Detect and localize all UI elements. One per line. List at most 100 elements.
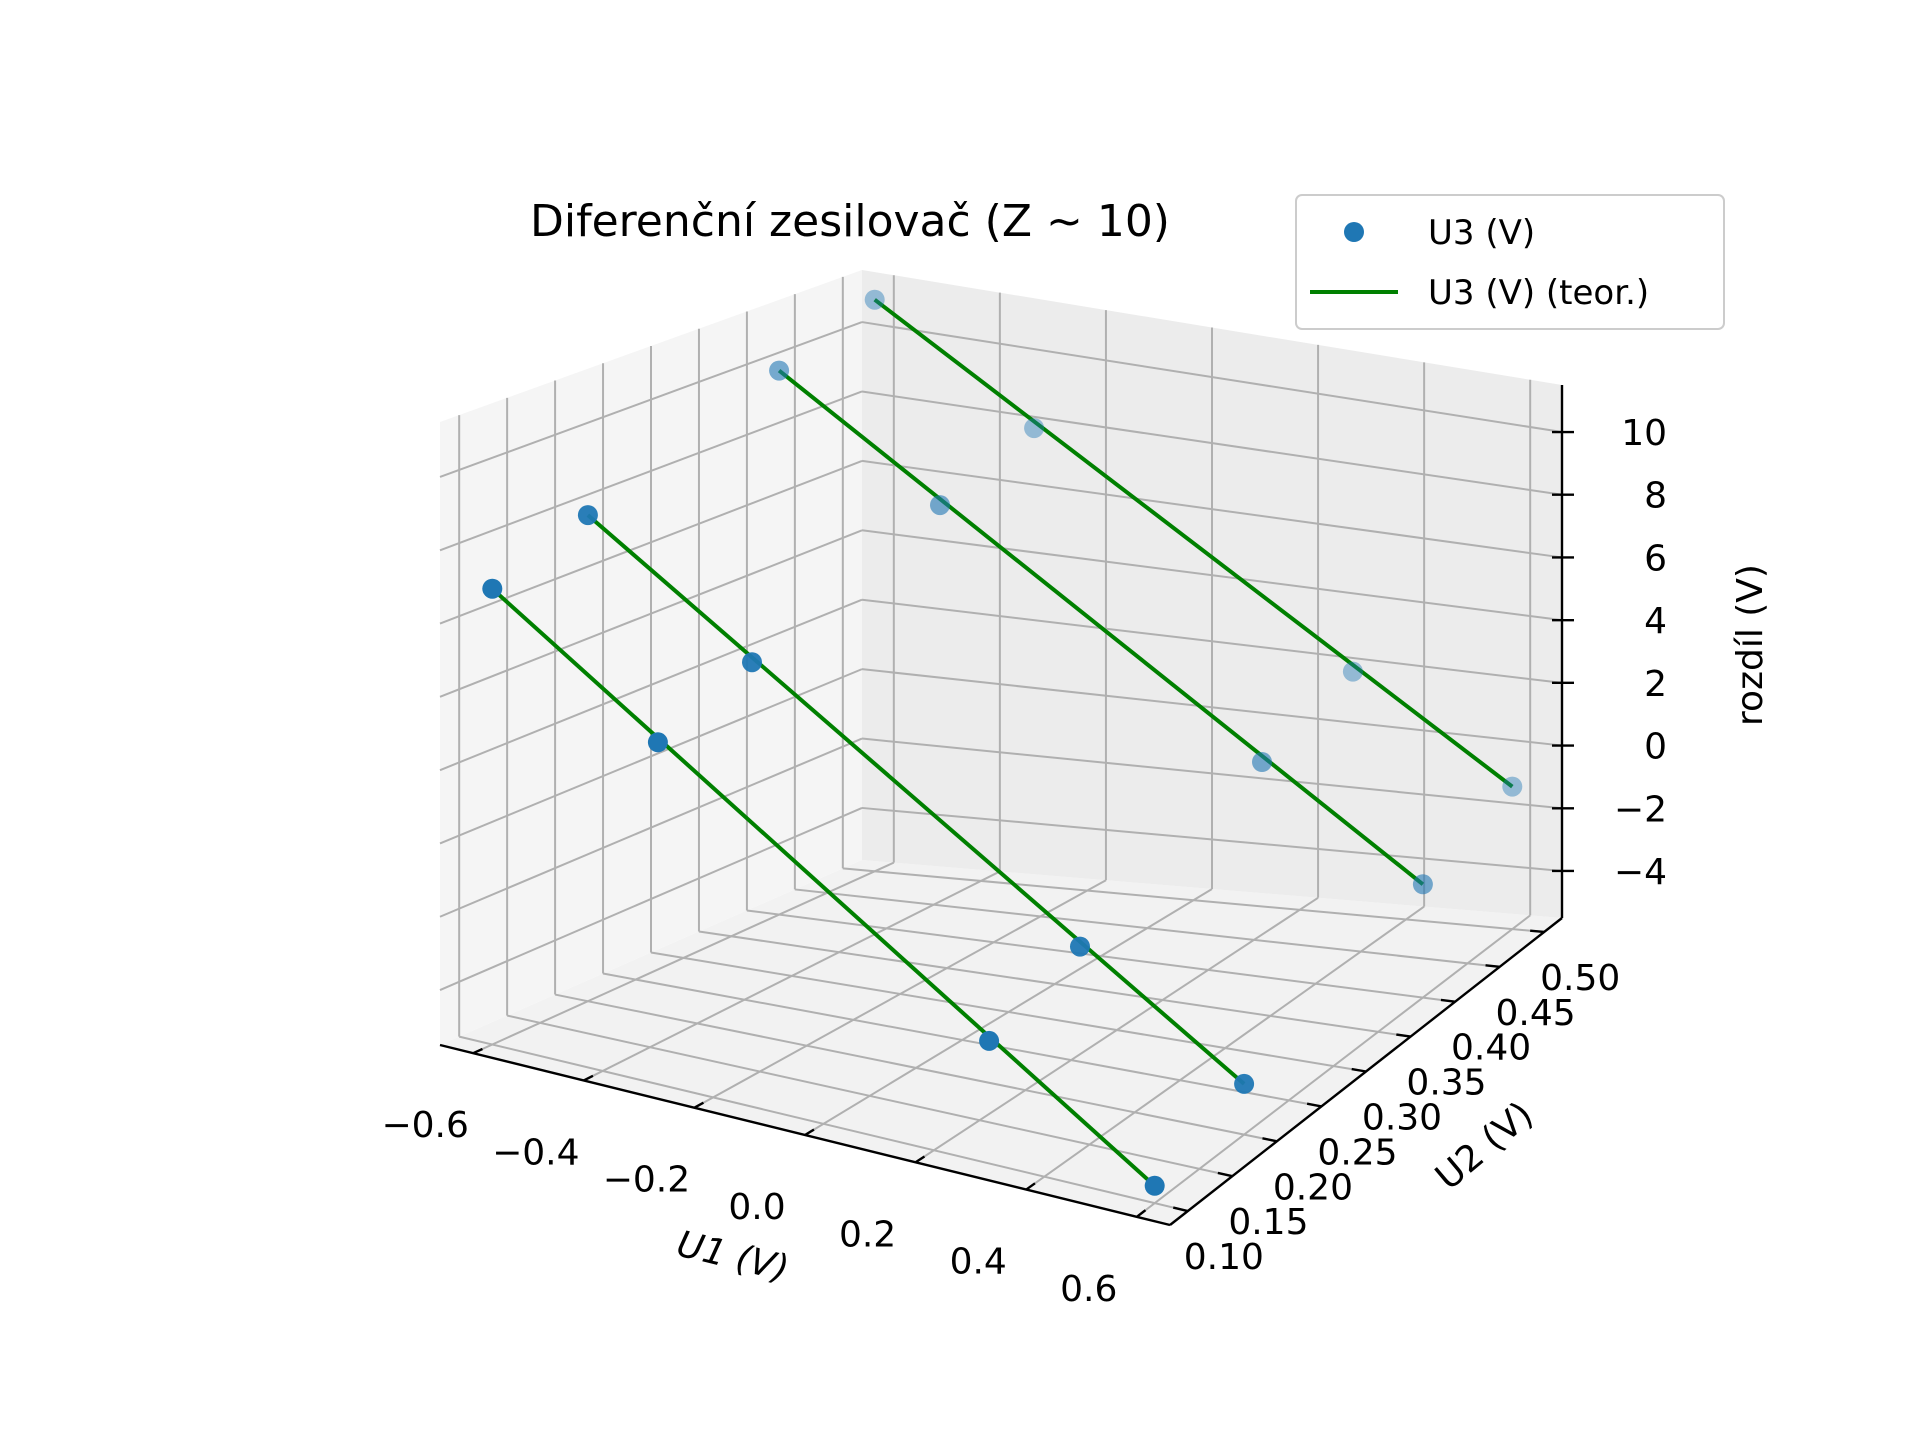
x-tick-label: 0.6 bbox=[1060, 1269, 1117, 1310]
grid-line-y-floor bbox=[554, 993, 1278, 1143]
data-point bbox=[1252, 752, 1272, 772]
grid-line-z-back bbox=[861, 529, 1563, 622]
data-point bbox=[1502, 776, 1523, 797]
grid-line-z-back bbox=[861, 459, 1563, 559]
x-tick-label: 0.0 bbox=[728, 1187, 785, 1228]
grid-line-z-side bbox=[439, 459, 863, 625]
z-tick-label: −4 bbox=[1614, 852, 1667, 893]
grid-line-y-floor bbox=[602, 972, 1322, 1108]
y-tick-label: 0.50 bbox=[1540, 958, 1620, 999]
x-tick-label: −0.4 bbox=[492, 1133, 579, 1174]
y-tick-label: 0.30 bbox=[1362, 1098, 1442, 1139]
theory-line bbox=[586, 513, 1246, 1086]
legend-marker-scatter bbox=[1344, 222, 1364, 242]
data-point bbox=[1070, 936, 1090, 957]
y-tick-label: 0.10 bbox=[1184, 1237, 1264, 1278]
y-tick-mark bbox=[1440, 998, 1456, 1003]
data-point bbox=[864, 289, 885, 310]
z-tick-label: −2 bbox=[1614, 789, 1667, 830]
x-tick-mark bbox=[583, 1074, 594, 1082]
data-point bbox=[1144, 1175, 1165, 1196]
data-point bbox=[930, 495, 950, 516]
y-tick-mark bbox=[1217, 1171, 1233, 1178]
grid-line-z-side bbox=[439, 668, 863, 845]
x-tick-mark bbox=[804, 1128, 815, 1137]
x-tick-mark bbox=[1136, 1209, 1147, 1218]
y-tick-label: 0.35 bbox=[1406, 1063, 1486, 1104]
grid-line-z-back bbox=[861, 598, 1563, 684]
y-tick-mark bbox=[1172, 1206, 1189, 1213]
grid-line-y-floor bbox=[650, 951, 1367, 1073]
chart-title: Diferenční zesilovač (Z ~ 10) bbox=[530, 196, 1170, 247]
data-point bbox=[769, 360, 790, 381]
z-tick-label: 4 bbox=[1644, 601, 1667, 642]
data-point bbox=[742, 652, 762, 673]
legend-label-line: U3 (V) (teor.) bbox=[1428, 273, 1649, 313]
z-tick-label: 0 bbox=[1644, 727, 1667, 768]
z-tick-label: 10 bbox=[1621, 413, 1667, 454]
y-tick-mark bbox=[1351, 1067, 1367, 1073]
y-tick-mark bbox=[1485, 964, 1500, 969]
x-tick-label: 0.4 bbox=[950, 1242, 1007, 1283]
x-tick-label: 0.2 bbox=[839, 1214, 896, 1255]
grid-line-z-side bbox=[439, 529, 863, 698]
data-point bbox=[1412, 874, 1433, 895]
grid-line-y-floor bbox=[698, 930, 1411, 1038]
grid-line-z-side bbox=[439, 321, 863, 478]
x-axis-label: U1 (V) bbox=[673, 1224, 793, 1290]
y-tick-mark bbox=[1530, 929, 1545, 934]
x-tick-mark bbox=[693, 1101, 705, 1109]
grid-line-z-back bbox=[861, 321, 1563, 434]
grid-line-z-side bbox=[439, 807, 863, 991]
data-point bbox=[482, 578, 503, 599]
data-point bbox=[1234, 1073, 1255, 1094]
data-point bbox=[979, 1030, 1000, 1051]
legend-frame bbox=[1295, 194, 1725, 330]
x-tick-mark bbox=[472, 1047, 483, 1055]
grid-line-z-side bbox=[439, 598, 863, 772]
x-tick-mark bbox=[914, 1155, 926, 1164]
axes-panes bbox=[440, 270, 1562, 1225]
z-tick-label: 2 bbox=[1644, 664, 1667, 705]
grid-line-y-floor bbox=[458, 1035, 1189, 1213]
grid-line-z-side bbox=[439, 390, 863, 552]
z-tick-label: 8 bbox=[1644, 476, 1667, 517]
floor-pane bbox=[440, 860, 1562, 1225]
theory-line bbox=[873, 298, 1514, 789]
y-tick-mark bbox=[1262, 1137, 1278, 1143]
x-tick-label: −0.6 bbox=[381, 1105, 468, 1146]
data-point bbox=[647, 732, 668, 753]
legend: U3 (V) U3 (V) (teor.) bbox=[1295, 194, 1725, 330]
y-tick-label: 0.45 bbox=[1496, 993, 1576, 1034]
z-axis-label: rozdíl (V) bbox=[1730, 564, 1771, 726]
theory-line bbox=[490, 587, 1157, 1188]
grid-line-z-side bbox=[439, 737, 863, 918]
axes-grid bbox=[439, 275, 1563, 1218]
theory-line bbox=[777, 369, 1425, 886]
data-point bbox=[1024, 418, 1045, 439]
y-tick-mark bbox=[1396, 1033, 1411, 1038]
grid-line-z-back bbox=[861, 806, 1563, 872]
grid-line-z-back bbox=[861, 668, 1563, 747]
grid-line-z-back bbox=[861, 737, 1563, 810]
y-tick-label: 0.25 bbox=[1317, 1132, 1397, 1173]
data-point bbox=[577, 505, 598, 526]
data-point bbox=[1342, 661, 1363, 682]
y-tick-label: 0.15 bbox=[1228, 1202, 1308, 1243]
data-points bbox=[482, 289, 1523, 1196]
y-tick-mark bbox=[1306, 1102, 1322, 1108]
theory-lines bbox=[490, 298, 1514, 1188]
x-tick-label: −0.2 bbox=[603, 1160, 690, 1201]
y-axis-label: U2 (V) bbox=[1428, 1094, 1541, 1198]
grid-line-z-back bbox=[861, 390, 1563, 496]
y-tick-label: 0.40 bbox=[1451, 1028, 1531, 1069]
legend-label-scatter: U3 (V) bbox=[1428, 213, 1535, 253]
axes-ticks: −0.6 −0.4 −0.2 0.0 0.2 0.4 0.6 0.100.150.200.25… bbox=[381, 413, 1667, 1310]
grid-line-y-floor bbox=[842, 867, 1545, 933]
x-tick-mark bbox=[1025, 1182, 1036, 1191]
z-tick-label: 6 bbox=[1644, 538, 1667, 579]
y-tick-label: 0.20 bbox=[1273, 1167, 1353, 1208]
grid-line-y-floor bbox=[794, 888, 1500, 968]
